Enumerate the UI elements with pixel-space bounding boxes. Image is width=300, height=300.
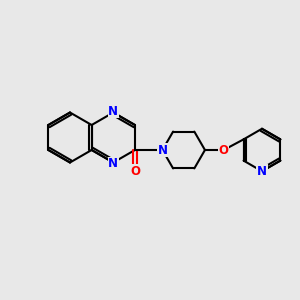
Text: N: N — [257, 165, 267, 178]
Text: N: N — [108, 157, 118, 170]
Text: N: N — [158, 143, 167, 157]
Text: O: O — [130, 165, 140, 178]
Text: N: N — [108, 105, 118, 118]
Text: O: O — [219, 143, 229, 157]
